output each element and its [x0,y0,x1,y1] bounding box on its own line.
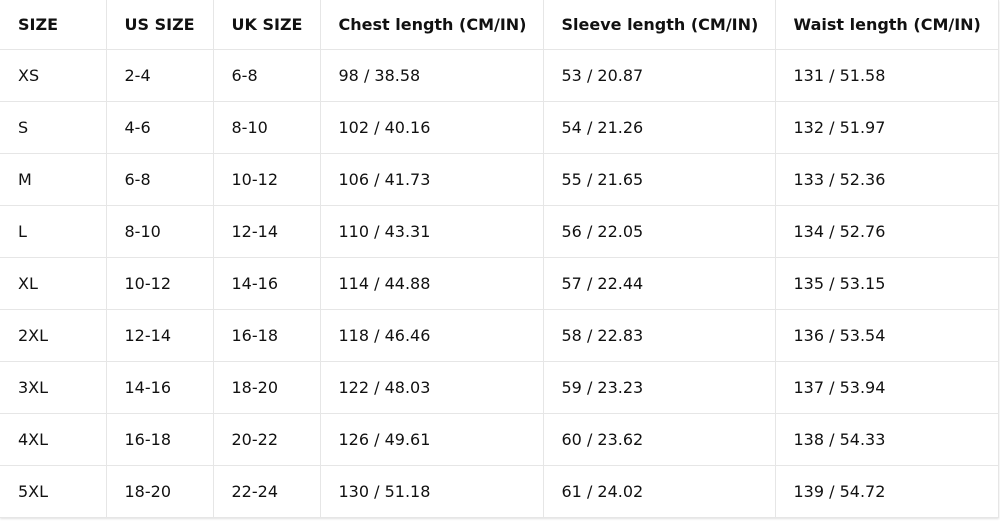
table-row: XS 2-4 6-8 98 / 38.58 53 / 20.87 131 / 51.58 [0,49,999,102]
table-cell: 22-24 [212,465,321,518]
table-cell: 61 / 24.02 [542,465,776,518]
table-cell: 134 / 52.76 [774,205,999,258]
header-cell: UK SIZE [212,0,321,50]
header-cell: SIZE [0,0,107,50]
table-cell: 8-10 [105,205,214,258]
table-cell: 10-12 [212,153,321,206]
table-cell: 6-8 [105,153,214,206]
table-cell: 135 / 53.15 [774,257,999,310]
header-cell: Chest length (CM/IN) [319,0,544,50]
table-row: S 4-6 8-10 102 / 40.16 54 / 21.26 132 / 51.97 [0,101,999,154]
table-cell: 137 / 53.94 [774,361,999,414]
table-cell: 20-22 [212,413,321,466]
table-cell: 18-20 [212,361,321,414]
table-cell: 54 / 21.26 [542,101,776,154]
table-row: 2XL 12-14 16-18 118 / 46.46 58 / 22.83 136 / … [0,309,999,362]
table-cell: 2-4 [105,49,214,102]
table-cell: 4XL [0,413,107,466]
table-cell: 110 / 43.31 [319,205,544,258]
table-cell: 8-10 [212,101,321,154]
table-cell: 126 / 49.61 [319,413,544,466]
table-cell: 14-16 [212,257,321,310]
table-cell: 12-14 [105,309,214,362]
table-body: XS 2-4 6-8 98 / 38.58 53 / 20.87 131 / 51.58 S… [0,49,999,518]
header-row: SIZE US SIZE UK SIZE Chest length (CM/IN) Sl… [0,0,999,50]
table-cell: 55 / 21.65 [542,153,776,206]
table-cell: 133 / 52.36 [774,153,999,206]
table-cell: 16-18 [105,413,214,466]
table-cell: 4-6 [105,101,214,154]
header-cell: Sleeve length (CM/IN) [542,0,776,50]
table-cell: 132 / 51.97 [774,101,999,154]
header-cell: US SIZE [105,0,214,50]
table-cell: XS [0,49,107,102]
table-row: L 8-10 12-14 110 / 43.31 56 / 22.05 134 / 52.… [0,205,999,258]
table-cell: 131 / 51.58 [774,49,999,102]
table-cell: 118 / 46.46 [319,309,544,362]
table-cell: S [0,101,107,154]
table-cell: 56 / 22.05 [542,205,776,258]
table-cell: 53 / 20.87 [542,49,776,102]
table-cell: 57 / 22.44 [542,257,776,310]
table-cell: 18-20 [105,465,214,518]
table-cell: 58 / 22.83 [542,309,776,362]
table-cell: 3XL [0,361,107,414]
table-cell: 138 / 54.33 [774,413,999,466]
table-cell: 122 / 48.03 [319,361,544,414]
table-cell: 136 / 53.54 [774,309,999,362]
table-row: M 6-8 10-12 106 / 41.73 55 / 21.65 133 / 52.3… [0,153,999,206]
table-cell: 2XL [0,309,107,362]
table-cell: M [0,153,107,206]
table-cell: L [0,205,107,258]
header-cell: Waist length (CM/IN) [774,0,999,50]
table-row: 3XL 14-16 18-20 122 / 48.03 59 / 23.23 137 / … [0,361,999,414]
table-cell: 106 / 41.73 [319,153,544,206]
table-cell: 102 / 40.16 [319,101,544,154]
table-cell: 60 / 23.62 [542,413,776,466]
table-cell: 6-8 [212,49,321,102]
table-cell: 130 / 51.18 [319,465,544,518]
table-row: XL 10-12 14-16 114 / 44.88 57 / 22.44 135 / 5… [0,257,999,310]
table-cell: 16-18 [212,309,321,362]
table-cell: 10-12 [105,257,214,310]
table-cell: 59 / 23.23 [542,361,776,414]
table-cell: 98 / 38.58 [319,49,544,102]
table-cell: 14-16 [105,361,214,414]
table-cell: XL [0,257,107,310]
table-row: 5XL 18-20 22-24 130 / 51.18 61 / 24.02 139 / … [0,465,999,518]
table-cell: 114 / 44.88 [319,257,544,310]
table-cell: 12-14 [212,205,321,258]
table-cell: 139 / 54.72 [774,465,999,518]
table-row: 4XL 16-18 20-22 126 / 49.61 60 / 23.62 138 / … [0,413,999,466]
table-cell: 5XL [0,465,107,518]
